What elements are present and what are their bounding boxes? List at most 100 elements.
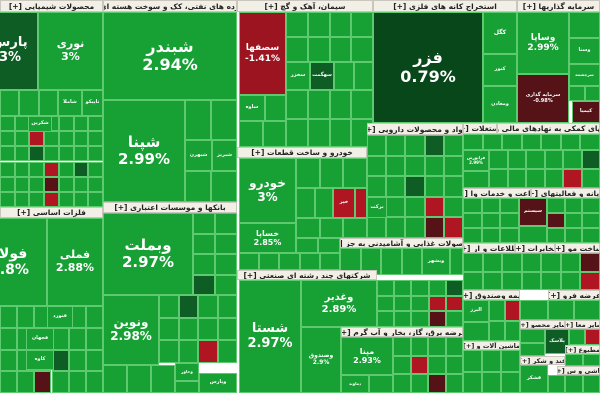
stock-tile[interactable] bbox=[526, 169, 545, 188]
stock-tile[interactable] bbox=[239, 253, 260, 270]
stock-tile[interactable] bbox=[405, 196, 425, 218]
stock-tile[interactable]: شکربن bbox=[28, 116, 52, 132]
stock-tile[interactable] bbox=[193, 254, 215, 275]
stock-tile[interactable] bbox=[519, 226, 547, 243]
stock-tile[interactable] bbox=[405, 135, 425, 156]
stock-tile[interactable]: دماوند bbox=[341, 375, 369, 393]
stock-tile[interactable] bbox=[424, 176, 444, 197]
stock-tile[interactable] bbox=[377, 280, 395, 296]
stock-tile[interactable] bbox=[88, 131, 103, 147]
stock-tile[interactable]: وپارس bbox=[199, 373, 237, 393]
stock-tile[interactable] bbox=[569, 12, 600, 38]
sector-header[interactable]: زراعت و خدمات وا [+] bbox=[463, 188, 531, 198]
stock-tile[interactable] bbox=[0, 90, 20, 116]
stock-tile[interactable] bbox=[211, 171, 237, 202]
stock-tile[interactable] bbox=[481, 228, 501, 243]
stock-tile[interactable] bbox=[85, 371, 103, 393]
stock-tile[interactable] bbox=[286, 118, 308, 147]
stock-tile[interactable] bbox=[19, 90, 39, 116]
stock-tile[interactable] bbox=[0, 306, 18, 328]
stock-tile[interactable] bbox=[51, 349, 69, 372]
stock-tile[interactable]: ساوه bbox=[239, 95, 265, 121]
stock-tile[interactable] bbox=[377, 295, 395, 312]
stock-tile[interactable] bbox=[29, 146, 45, 162]
stock-tile[interactable]: فنورد bbox=[47, 306, 73, 328]
stock-tile[interactable] bbox=[38, 90, 58, 116]
stock-tile[interactable] bbox=[481, 198, 501, 213]
stock-tile[interactable] bbox=[482, 371, 501, 393]
stock-tile[interactable] bbox=[428, 295, 446, 312]
stock-tile[interactable] bbox=[547, 213, 565, 228]
stock-tile[interactable] bbox=[217, 295, 237, 318]
sector-header[interactable]: مواد و محصولات دارویی [+] bbox=[367, 123, 463, 135]
sector-header[interactable]: قند و شکر [+] bbox=[520, 356, 565, 365]
stock-tile[interactable] bbox=[394, 280, 412, 296]
stock-tile[interactable] bbox=[88, 176, 103, 192]
stock-tile[interactable]: وغدیر 2.89% bbox=[301, 280, 377, 327]
stock-tile[interactable] bbox=[520, 342, 545, 356]
stock-tile[interactable] bbox=[565, 375, 583, 393]
stock-tile[interactable] bbox=[44, 176, 59, 192]
stock-tile[interactable]: وسنا bbox=[569, 38, 600, 64]
stock-tile[interactable] bbox=[428, 355, 446, 375]
stock-tile[interactable] bbox=[445, 280, 463, 296]
stock-tile[interactable] bbox=[394, 311, 412, 327]
stock-tile[interactable] bbox=[582, 375, 600, 393]
sector-header[interactable]: ساخت مو [+] bbox=[555, 243, 600, 253]
stock-tile[interactable] bbox=[88, 146, 103, 162]
stock-tile[interactable] bbox=[51, 371, 69, 393]
stock-tile[interactable] bbox=[178, 340, 198, 363]
stock-tile[interactable] bbox=[198, 317, 218, 341]
stock-tile[interactable] bbox=[0, 191, 15, 207]
stock-tile[interactable] bbox=[367, 155, 387, 177]
stock-tile[interactable] bbox=[85, 327, 103, 350]
sector-header[interactable]: سایر محصو [+] bbox=[520, 320, 565, 329]
stock-tile[interactable] bbox=[584, 86, 600, 101]
stock-tile[interactable] bbox=[259, 253, 280, 270]
stock-tile[interactable] bbox=[428, 337, 446, 356]
stock-tile[interactable] bbox=[58, 116, 74, 132]
sector-header[interactable]: مطبوع [+] bbox=[565, 345, 600, 354]
stock-tile[interactable] bbox=[520, 300, 548, 320]
stock-tile[interactable] bbox=[463, 350, 482, 372]
stock-tile[interactable] bbox=[296, 188, 315, 218]
stock-tile[interactable] bbox=[329, 37, 352, 62]
stock-tile[interactable] bbox=[377, 311, 395, 327]
stock-tile[interactable] bbox=[215, 213, 237, 234]
stock-tile[interactable] bbox=[405, 217, 425, 238]
stock-tile[interactable]: شبریز bbox=[212, 140, 237, 171]
stock-tile[interactable] bbox=[393, 355, 411, 375]
stock-tile[interactable]: شبندر 2.94% bbox=[103, 12, 237, 100]
stock-tile[interactable] bbox=[463, 171, 489, 188]
stock-tile[interactable] bbox=[428, 374, 446, 393]
sector-header[interactable]: بیمه وصندوق [+] bbox=[463, 290, 520, 300]
stock-tile[interactable] bbox=[526, 150, 545, 169]
stock-tile[interactable] bbox=[351, 12, 373, 37]
stock-tile[interactable] bbox=[482, 134, 503, 150]
stock-tile[interactable] bbox=[393, 374, 411, 393]
stock-tile[interactable]: خودرو 3% bbox=[239, 158, 296, 223]
sector-header[interactable]: عرضه برق، گاز، بخار و آب گرم [+] bbox=[341, 327, 463, 337]
stock-tile[interactable] bbox=[351, 37, 373, 62]
stock-tile[interactable] bbox=[279, 253, 300, 270]
stock-tile[interactable] bbox=[286, 12, 308, 37]
stock-tile[interactable] bbox=[502, 271, 522, 290]
sector-header[interactable]: شرکتهای چند رشته ای صنعتی [+] bbox=[237, 270, 377, 280]
sector-header[interactable]: محصولات شیمیایی [+] bbox=[0, 0, 103, 12]
stock-tile[interactable] bbox=[14, 131, 30, 147]
stock-tile[interactable] bbox=[178, 317, 198, 341]
stock-tile[interactable] bbox=[0, 161, 15, 177]
stock-tile[interactable] bbox=[334, 62, 354, 90]
stock-tile[interactable] bbox=[73, 191, 89, 207]
stock-tile[interactable] bbox=[386, 196, 406, 218]
stock-tile[interactable] bbox=[463, 228, 482, 243]
stock-tile[interactable] bbox=[367, 176, 387, 197]
stock-tile[interactable]: شاملا bbox=[58, 90, 82, 116]
stock-tile[interactable] bbox=[0, 146, 15, 162]
stock-tile[interactable] bbox=[489, 300, 505, 321]
stock-tile[interactable] bbox=[582, 354, 600, 366]
stock-tile[interactable] bbox=[68, 371, 86, 393]
stock-tile[interactable] bbox=[443, 217, 463, 238]
stock-tile[interactable] bbox=[159, 295, 179, 318]
stock-tile[interactable] bbox=[482, 253, 503, 272]
